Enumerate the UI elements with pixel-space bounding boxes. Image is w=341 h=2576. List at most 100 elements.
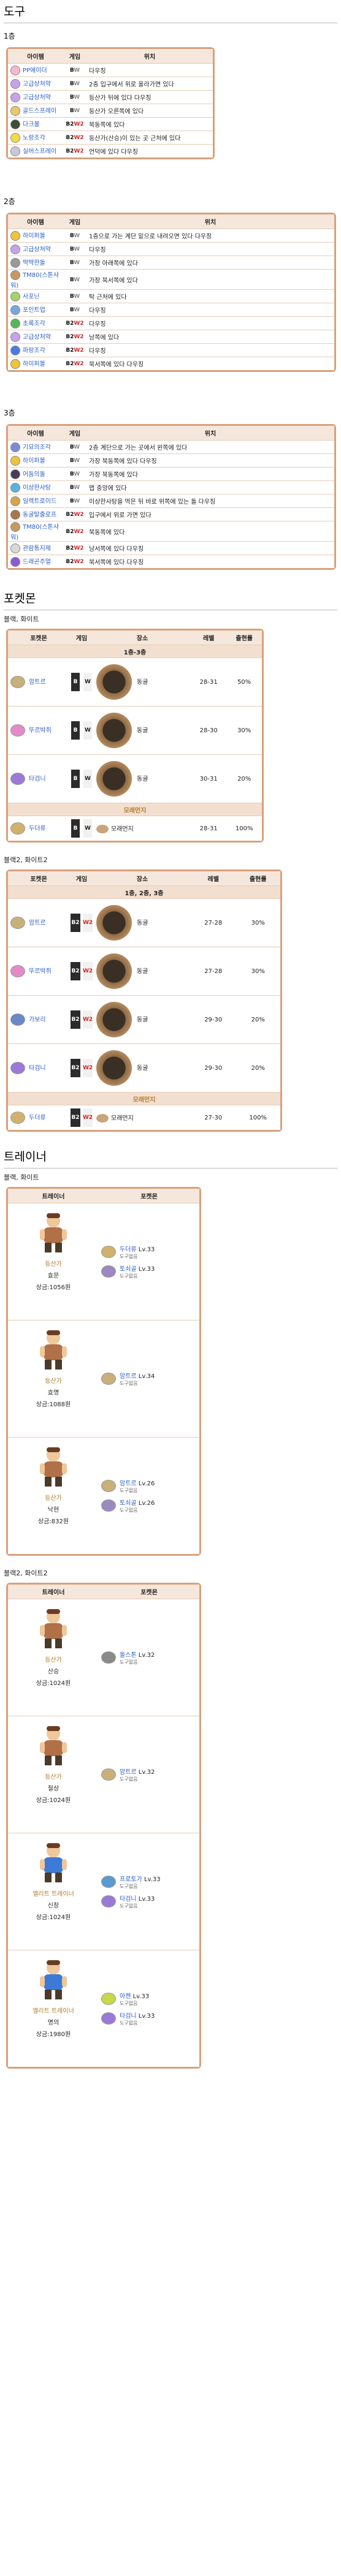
game-badge: BW xyxy=(69,307,80,313)
game-badge: BW xyxy=(69,485,80,491)
pokemon-name-link[interactable]: 타검니 xyxy=(29,1065,46,1072)
item-name-link[interactable]: 기묘의조각 xyxy=(23,444,51,451)
game-b-cell: B2 xyxy=(69,1105,82,1130)
pokemon-name-link[interactable]: 토쇠골 xyxy=(120,1266,137,1273)
pokemon-name-link[interactable]: 암트르 xyxy=(120,1480,137,1487)
game-cell: B2W2 xyxy=(63,357,86,370)
pokemon-name-link[interactable]: 타검니 xyxy=(120,1896,137,1903)
item-name-link[interactable]: 하이퍼볼 xyxy=(23,233,45,240)
item-name-link[interactable]: 일렉트로이드 xyxy=(23,498,57,505)
pokemon-icon xyxy=(10,676,25,688)
pokemon-name-link[interactable]: 아켄 xyxy=(120,1993,131,2000)
item-name-link[interactable]: 골드스프레이 xyxy=(23,108,57,115)
item-cell: 하이퍼볼 xyxy=(8,229,63,242)
category-row: 1층, 2층, 3층 xyxy=(8,885,280,898)
pokemon-name-link[interactable]: 토쇠골 xyxy=(120,1500,137,1507)
pokemon-cell: 뚜르박쥐 xyxy=(8,706,69,754)
item-name-link[interactable]: TM80(스톤샤워) xyxy=(10,524,59,541)
pokemon-name-link[interactable]: 암트르 xyxy=(120,1769,137,1776)
item-name-link[interactable]: 하이퍼볼 xyxy=(23,458,45,464)
pokemon-name-link[interactable]: 암트르 xyxy=(29,920,46,926)
item-name-link[interactable]: 드래곤주얼 xyxy=(23,559,51,566)
trainer-class-link[interactable]: 등산가 xyxy=(45,1261,62,1268)
pokemon-name-link[interactable]: 두더류 xyxy=(29,825,46,832)
trainer-prize: 상금:1056원 xyxy=(36,1284,71,1291)
item-name-link[interactable]: 노랑조각 xyxy=(23,135,45,142)
pokemon-name-link[interactable]: 돌스톤 xyxy=(120,1652,137,1659)
item-name-link[interactable]: 하이퍼볼 xyxy=(23,361,45,368)
item-name-link[interactable]: 파랑조각 xyxy=(23,347,45,354)
trainer-class-link[interactable]: 등산가 xyxy=(45,1378,62,1385)
item-name-link[interactable]: 동굴탈출로프 xyxy=(23,512,57,518)
item-name-link[interactable]: 고급상처약 xyxy=(23,94,51,101)
item-icon xyxy=(10,346,20,355)
item-name-link[interactable]: 고급상처약 xyxy=(23,334,51,341)
pokemon-cell: 뚜르박쥐 xyxy=(8,947,69,995)
game-cell: B2W2 xyxy=(63,117,86,131)
trainer-class-link[interactable]: 등산가 xyxy=(45,1495,62,1502)
pokemon-name-link[interactable]: 두더류 xyxy=(120,1246,137,1253)
item-name-link[interactable]: 고급상처약 xyxy=(23,81,51,88)
item-name-link[interactable]: PP에이더 xyxy=(23,67,47,74)
column-header: 출현률 xyxy=(226,631,262,645)
cave-icon xyxy=(96,905,132,941)
location-cell: 이상한사탕을 먹은 뒤 바로 위쪽에 있는 돌 다우징 xyxy=(86,494,334,507)
cave-icon xyxy=(96,713,132,748)
pokemon-name-link[interactable]: 두더류 xyxy=(29,1115,46,1121)
pokemon-name-link[interactable]: 타검니 xyxy=(120,2013,137,2020)
item-name-link[interactable]: 고급상처약 xyxy=(23,246,51,253)
bw-subheading: 블랙, 화이트 xyxy=(4,615,39,623)
column-header: 포켓몬 xyxy=(99,1189,199,1203)
trainer-class-link[interactable]: 엘리트 트레이너 xyxy=(33,1891,74,1898)
column-header: 트레이너 xyxy=(8,1189,99,1203)
rate-cell: 100% xyxy=(236,1105,280,1130)
item-cell: 파랑조각 xyxy=(8,343,63,357)
game-badge: BW xyxy=(69,67,80,74)
trainer-sprite xyxy=(40,1609,67,1648)
game-b-cell: B2 xyxy=(69,995,82,1044)
trainer-class-link[interactable]: 등산가 xyxy=(45,1657,62,1664)
trainer-class-link[interactable]: 등산가 xyxy=(45,1774,62,1781)
location-cell: 등산가(산승)이 있는 곳 근처에 있다 xyxy=(86,131,213,144)
item-icon xyxy=(10,305,20,315)
item-name-link[interactable]: 포인트업 xyxy=(23,307,45,314)
trainer-class-link[interactable]: 엘리트 트레이너 xyxy=(33,2008,74,2015)
pokemon-name-link[interactable]: 가보리 xyxy=(29,1017,46,1023)
table-row: 엘리트 트레이너 명의 상금:1980원 아켄 Lv.33 도구없음 타검니 Lv.33 도… xyxy=(8,1950,199,2067)
location-cell: 다우징 xyxy=(86,242,334,256)
pokemon-name-link[interactable]: 타검니 xyxy=(29,776,46,782)
pokemon-name-link[interactable]: 암트르 xyxy=(29,679,46,686)
table-row: 가보리 B2 W2 동굴 29-30 20% xyxy=(8,995,280,1044)
item-name-link[interactable]: 초록조각 xyxy=(23,320,45,327)
black-version-badge: B xyxy=(71,721,80,740)
trainer-sprite xyxy=(40,1330,67,1369)
game-cell: B2W2 xyxy=(63,144,86,157)
level-cell: 27-28 xyxy=(191,898,236,947)
game-badge: B2W2 xyxy=(66,545,84,551)
game-b-cell: B2 xyxy=(69,947,82,995)
item-icon xyxy=(10,359,20,369)
table-row: 고급상처약 BW 등산가 뒤에 있다 다우징 xyxy=(8,90,213,104)
pokemon-name-link[interactable]: 암트르 xyxy=(120,1373,137,1380)
item-name-link[interactable]: 어둠의돌 xyxy=(23,471,45,478)
item-name-link[interactable]: 딱딱한돌 xyxy=(23,260,45,267)
place-cell: 모래먼지 xyxy=(94,1105,191,1130)
pokemon-name-link[interactable]: 뚜르박쥐 xyxy=(29,727,52,734)
item-name-link[interactable]: 관람통지제 xyxy=(23,545,51,552)
bw2-trainer-table: 트레이너 포켓몬 등산가 산승 상금:1024원 돌스톤 Lv.32 도구없음 등산가 철상 상금… xyxy=(6,1583,201,2069)
item-cell: 고급상처약 xyxy=(8,242,63,256)
pokemon-name-link[interactable]: 뚜르박쥐 xyxy=(29,968,52,975)
location-cell: 가장 아래쪽에 있다 xyxy=(86,256,334,269)
game-badge: BW xyxy=(69,498,80,504)
place-label: 동굴 xyxy=(137,920,148,926)
item-icon xyxy=(10,133,20,143)
item-name-link[interactable]: 실버스프레이 xyxy=(23,148,57,155)
column-header: 위치 xyxy=(86,426,334,440)
item-name-link[interactable]: 다크볼 xyxy=(23,121,40,128)
pokemon-name-link[interactable]: 프로토가 xyxy=(120,1876,142,1883)
item-name-link[interactable]: 이상한사탕 xyxy=(23,485,51,491)
black-version-badge: B2 xyxy=(71,1108,80,1127)
item-name-link[interactable]: TM80(스톤샤워) xyxy=(10,272,59,289)
rate-cell: 30% xyxy=(236,947,280,995)
item-name-link[interactable]: 사포닌 xyxy=(23,294,40,300)
